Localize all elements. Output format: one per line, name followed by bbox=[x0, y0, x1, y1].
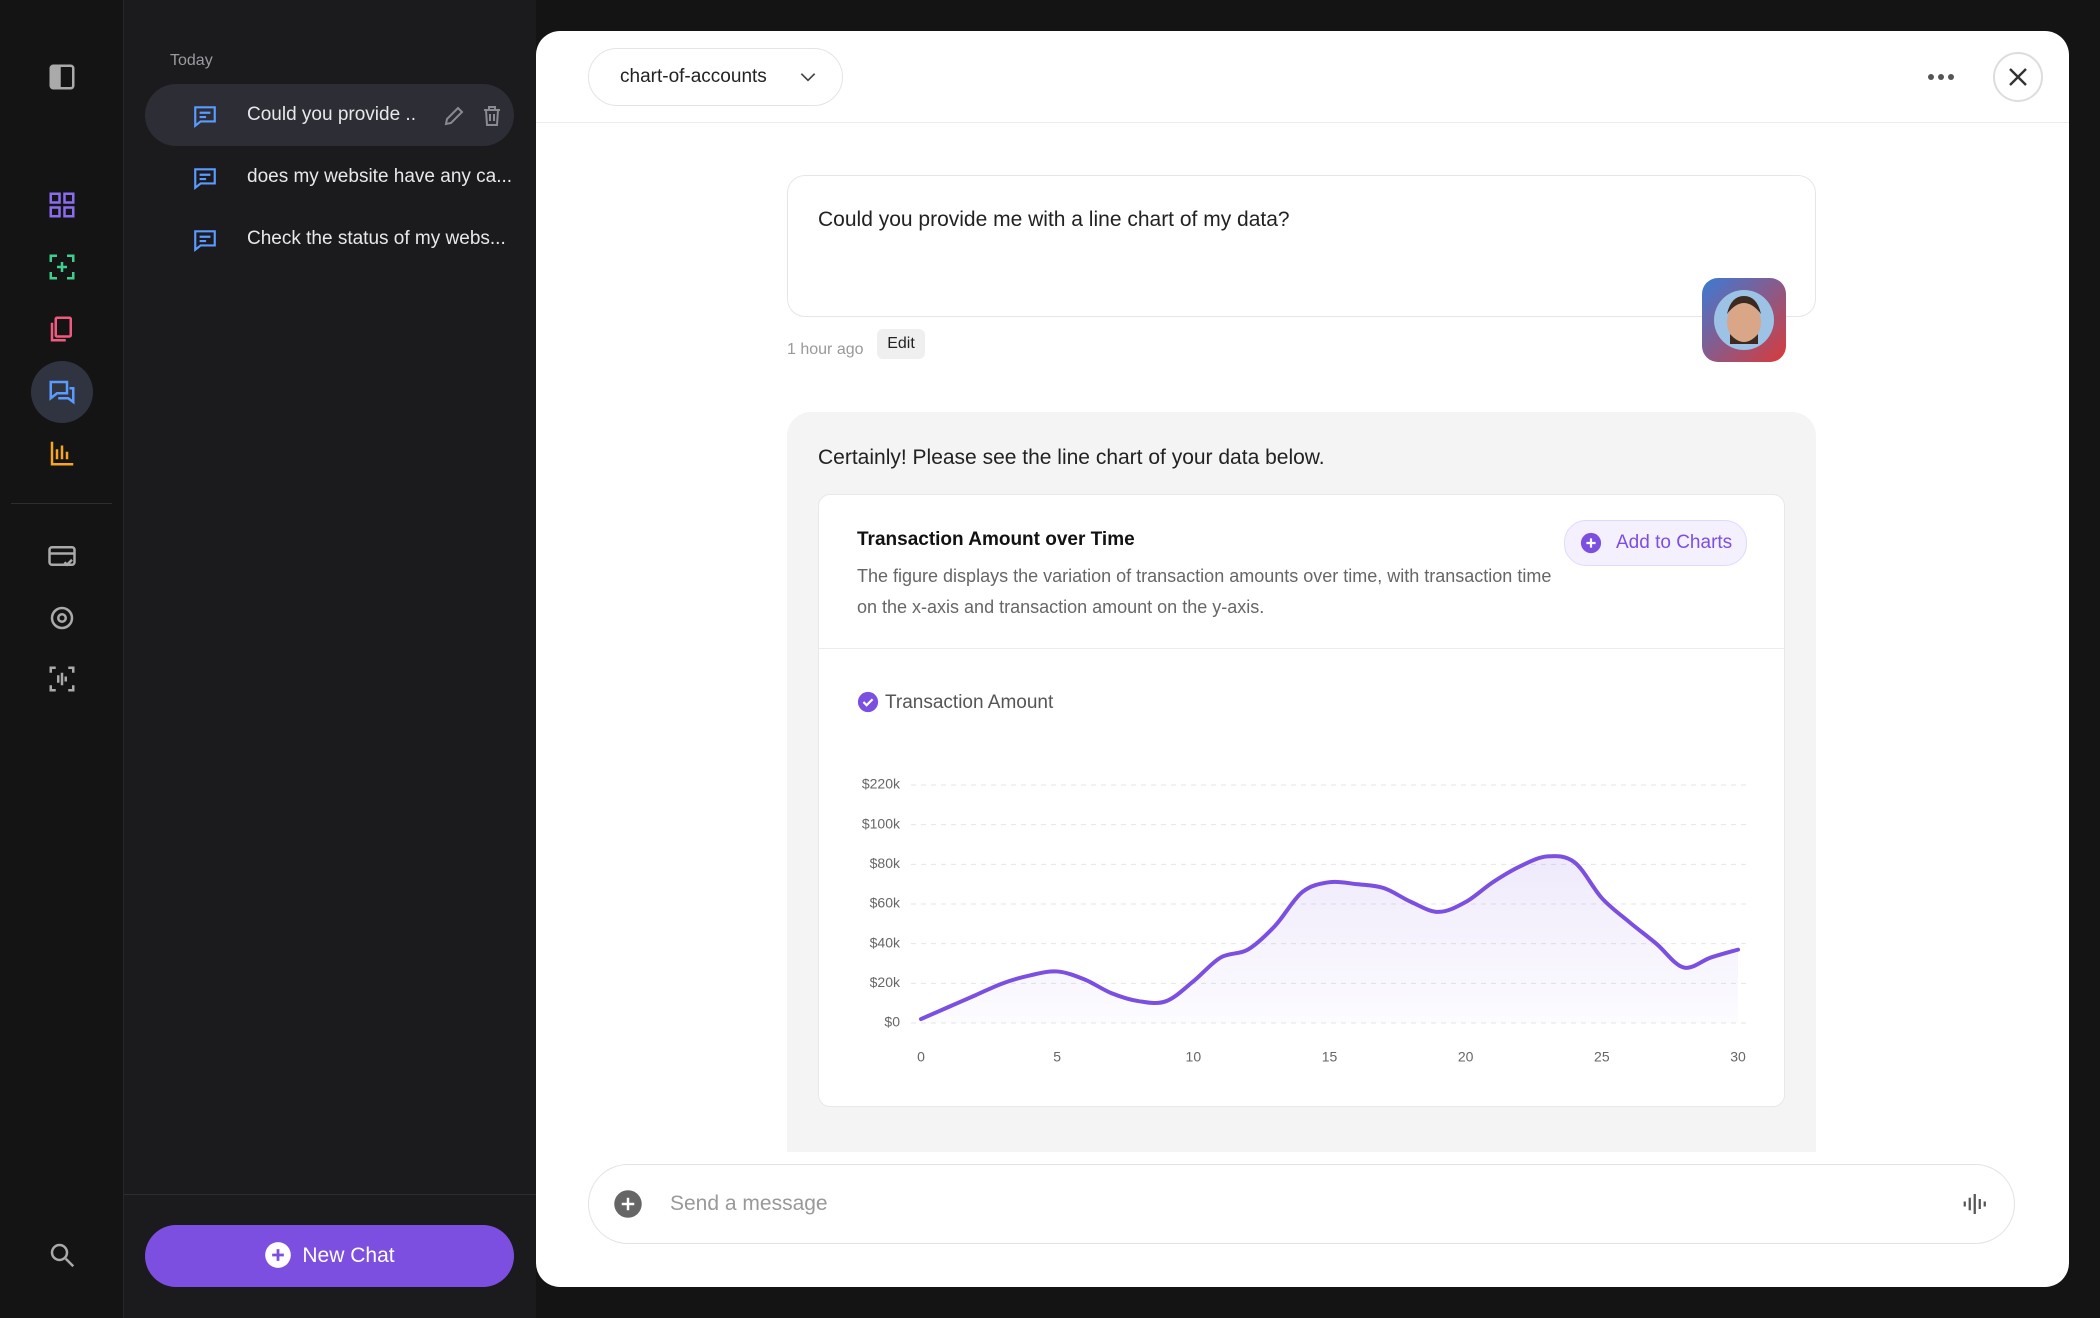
y-tick-label: $100k bbox=[862, 815, 901, 831]
chat-item[interactable]: Could you provide .. bbox=[145, 84, 514, 146]
message-composer[interactable]: Send a message bbox=[588, 1164, 2015, 1244]
new-chat-button[interactable]: New Chat bbox=[145, 1225, 514, 1287]
chat-title: Check the status of my webs... bbox=[247, 228, 506, 249]
header-divider bbox=[536, 122, 2069, 123]
new-chat-label: New Chat bbox=[302, 1244, 395, 1267]
chat-title: Could you provide .. bbox=[247, 104, 416, 125]
chat-item[interactable]: Check the status of my webs... bbox=[145, 208, 514, 270]
billing-icon[interactable] bbox=[47, 541, 77, 571]
voice-icon[interactable] bbox=[47, 664, 77, 694]
x-tick-label: 0 bbox=[917, 1049, 925, 1065]
dataset-dropdown[interactable]: chart-of-accounts bbox=[588, 48, 843, 106]
rail-divider bbox=[11, 503, 112, 504]
user-message-text: Could you provide me with a line chart o… bbox=[818, 208, 1290, 231]
user-message: Could you provide me with a line chart o… bbox=[787, 175, 1816, 317]
legend-label: Transaction Amount bbox=[885, 692, 1054, 713]
y-tick-label: $220k bbox=[862, 776, 901, 792]
section-label: Today bbox=[170, 52, 213, 69]
chats-icon[interactable] bbox=[47, 377, 77, 407]
y-tick-label: $40k bbox=[870, 934, 901, 950]
line-series bbox=[919, 854, 1740, 1022]
chat-panel: chart-of-accounts Could you provide me w… bbox=[536, 31, 2069, 1287]
card-divider bbox=[819, 648, 1784, 649]
dataset-name: chart-of-accounts bbox=[620, 66, 767, 87]
toggle-sidebar-icon[interactable] bbox=[47, 62, 77, 92]
chat-sidebar: Today Could you provide .. does my websi… bbox=[124, 0, 536, 1318]
assistant-message-text: Certainly! Please see the line chart of … bbox=[818, 446, 1325, 469]
x-tick-label: 25 bbox=[1594, 1049, 1610, 1065]
icon-rail bbox=[0, 0, 124, 1318]
voice-button[interactable] bbox=[1961, 1189, 1991, 1219]
more-menu[interactable] bbox=[1926, 67, 1956, 87]
legend-item[interactable]: Transaction Amount bbox=[857, 691, 1053, 715]
x-tick-label: 5 bbox=[1053, 1049, 1061, 1065]
line-area bbox=[921, 856, 1738, 1023]
attach-button[interactable] bbox=[613, 1189, 643, 1219]
y-tick-label: $80k bbox=[870, 855, 901, 871]
chat-item[interactable]: does my website have any ca... bbox=[145, 146, 514, 208]
search-icon[interactable] bbox=[47, 1240, 77, 1270]
documents-icon[interactable] bbox=[47, 314, 77, 344]
x-tick-label: 30 bbox=[1730, 1049, 1746, 1065]
edit-icon[interactable] bbox=[442, 104, 466, 128]
y-tick-label: $20k bbox=[870, 974, 901, 990]
charts-icon[interactable] bbox=[47, 438, 77, 468]
x-tick-label: 15 bbox=[1322, 1049, 1338, 1065]
line-chart: $0 $20k $40k $60k $80k $100k $220k 0 5 10 15 20 25 30 bbox=[862, 776, 1746, 1065]
y-tick-label: $60k bbox=[870, 895, 901, 911]
message-placeholder: Send a message bbox=[670, 1192, 828, 1215]
x-tick-label: 20 bbox=[1458, 1049, 1474, 1065]
edit-button[interactable]: Edit bbox=[877, 329, 925, 359]
user-avatar bbox=[1702, 278, 1786, 362]
chart-title: Transaction Amount over Time bbox=[857, 529, 1135, 550]
dashboard-icon[interactable] bbox=[47, 190, 77, 220]
y-tick-label: $0 bbox=[884, 1014, 900, 1030]
x-tick-label: 10 bbox=[1186, 1049, 1202, 1065]
chart-description: The figure displays the variation of tra… bbox=[857, 566, 1552, 617]
scan-icon[interactable] bbox=[47, 252, 77, 282]
close-button[interactable] bbox=[1992, 51, 2044, 103]
delete-icon[interactable] bbox=[480, 104, 504, 128]
add-to-charts-label: Add to Charts bbox=[1616, 532, 1733, 553]
chat-title: does my website have any ca... bbox=[247, 166, 513, 187]
add-to-charts-button[interactable]: Add to Charts bbox=[1564, 520, 1747, 566]
settings-icon[interactable] bbox=[47, 603, 77, 633]
sidebar-divider bbox=[124, 1194, 536, 1195]
message-time: 1 hour ago bbox=[787, 341, 864, 358]
